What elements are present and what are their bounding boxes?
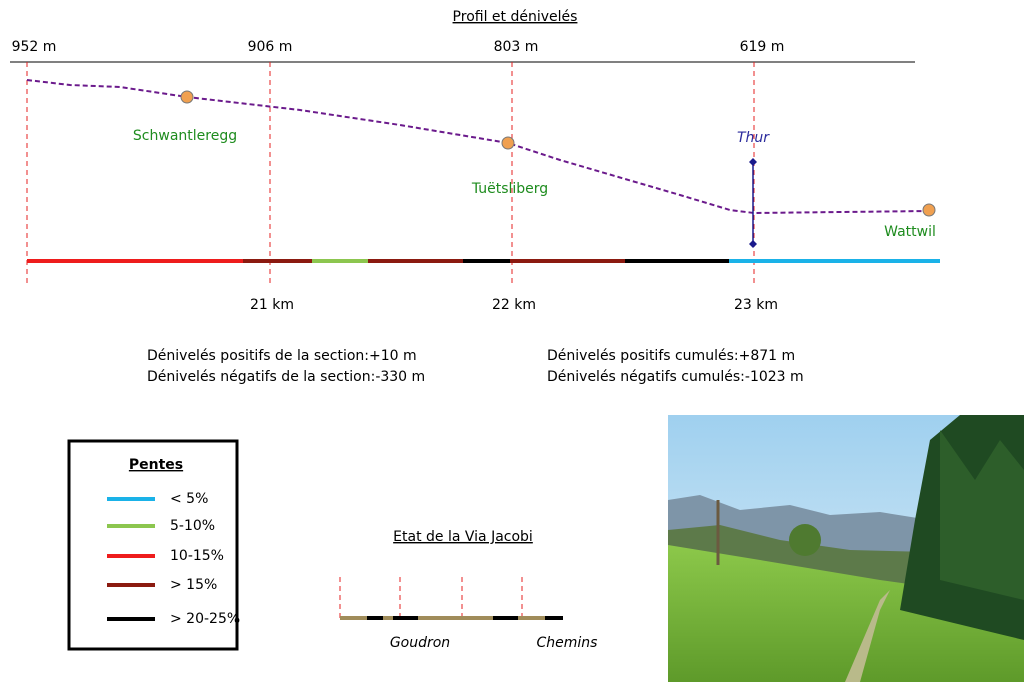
legend-label: > 15% bbox=[170, 577, 217, 593]
legend-label: < 5% bbox=[170, 491, 208, 507]
legend-label: > 20-25% bbox=[170, 611, 240, 627]
legend-title: Pentes bbox=[129, 457, 183, 473]
distance: 21 km bbox=[250, 297, 294, 313]
surface-label: Goudron bbox=[390, 635, 450, 651]
distance: 23 km bbox=[734, 297, 778, 313]
river: Thur bbox=[737, 130, 770, 146]
surface-title: Etat de la Via Jacobi bbox=[393, 529, 533, 545]
profile-line bbox=[26, 79, 930, 215]
legend-items: < 5% 5-10% 10-15% > 15% > 20-25% bbox=[107, 491, 240, 627]
place: Tuëtsliberg bbox=[471, 181, 548, 197]
photo bbox=[668, 415, 1024, 682]
elevation: 952 m bbox=[12, 39, 57, 55]
surface-markers bbox=[339, 577, 523, 618]
distance: 22 km bbox=[492, 297, 536, 313]
surface-label: Chemins bbox=[537, 635, 598, 651]
stat: Dénivelés positifs cumulés:+871 m bbox=[547, 348, 795, 364]
place: Wattwil bbox=[884, 224, 936, 240]
place: Schwantleregg bbox=[133, 128, 237, 144]
legend-box bbox=[67, 439, 239, 651]
legend-label: 5-10% bbox=[170, 518, 215, 534]
place-dots bbox=[180, 90, 936, 217]
markers bbox=[26, 62, 755, 287]
title: Profil et dénivelés bbox=[453, 9, 578, 25]
elevation: 803 m bbox=[494, 39, 539, 55]
stat: Dénivelés négatifs de la section:-330 m bbox=[147, 369, 425, 385]
legend-label: 10-15% bbox=[170, 548, 224, 564]
stat: Dénivelés négatifs cumulés:-1023 m bbox=[547, 369, 804, 385]
stat: Dénivelés positifs de la section:+10 m bbox=[147, 348, 417, 364]
elevation: 619 m bbox=[740, 39, 785, 55]
elevation: 906 m bbox=[248, 39, 293, 55]
